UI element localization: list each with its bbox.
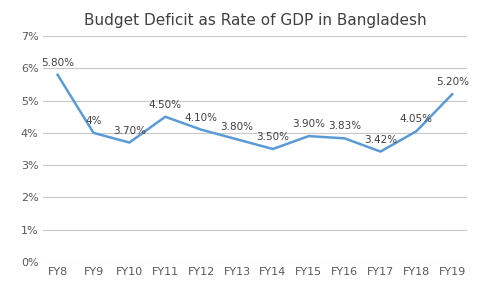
Title: Budget Deficit as Rate of GDP in Bangladesh: Budget Deficit as Rate of GDP in Banglad… [84,13,425,28]
Text: 4%: 4% [85,116,102,126]
Text: 3.70%: 3.70% [113,126,145,136]
Text: 3.80%: 3.80% [220,123,253,132]
Text: 4.50%: 4.50% [148,100,181,110]
Text: 4.10%: 4.10% [184,113,217,123]
Text: 5.20%: 5.20% [435,77,468,87]
Text: 4.05%: 4.05% [399,114,432,124]
Text: 3.83%: 3.83% [327,121,360,132]
Text: 3.50%: 3.50% [256,132,289,142]
Text: 5.80%: 5.80% [41,58,74,68]
Text: 3.90%: 3.90% [292,119,324,129]
Text: 3.42%: 3.42% [363,135,396,145]
